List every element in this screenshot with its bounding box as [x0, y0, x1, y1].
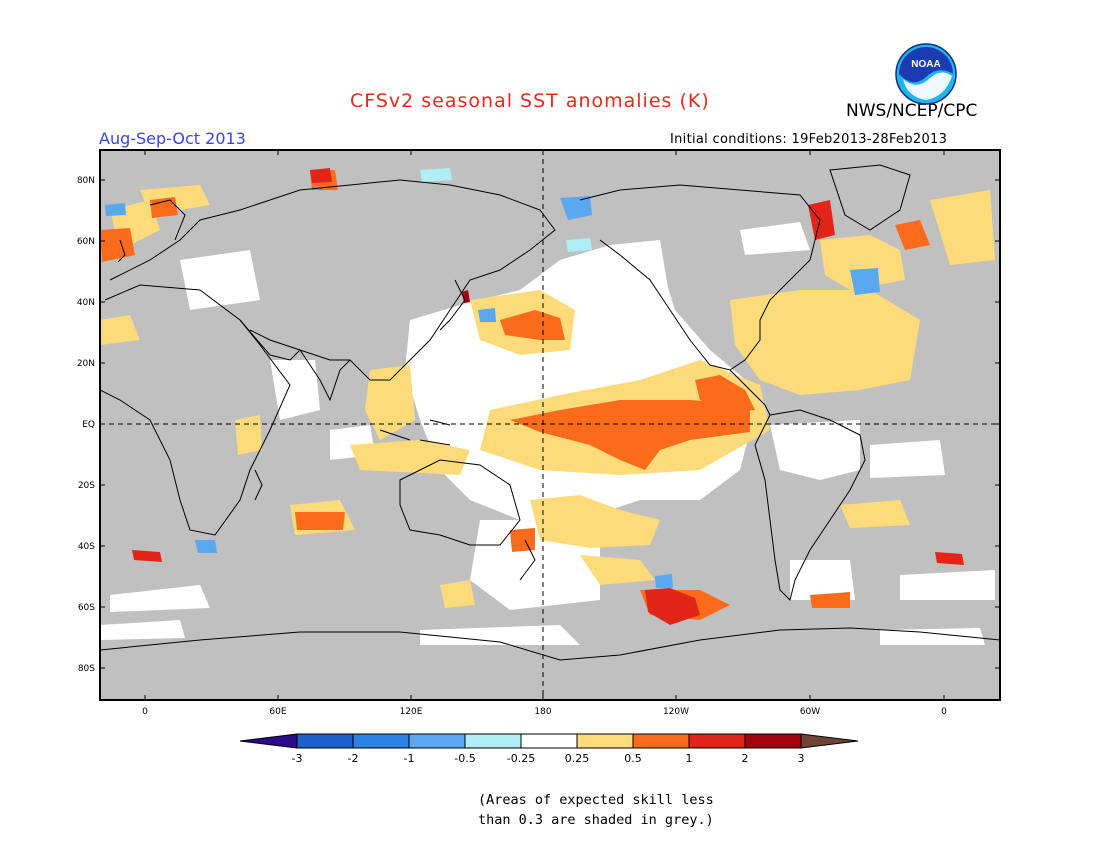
color-scale-tick-label: 3 — [798, 752, 805, 765]
season-label: Aug-Sep-Oct 2013 — [99, 129, 246, 148]
color-scale-tick-label: -3 — [292, 752, 303, 765]
lat-label: EQ — [82, 420, 95, 430]
color-scale-bin — [353, 734, 409, 748]
lat-label: 40N — [77, 298, 95, 308]
lat-label: 20N — [77, 359, 95, 369]
lon-label: 60W — [800, 707, 820, 717]
lat-ticks — [100, 179, 1000, 669]
lat-label: 80N — [77, 176, 95, 186]
map-frame — [99, 149, 1001, 701]
weak-cool-anomaly-regions — [105, 196, 880, 588]
color-scale-bin — [689, 734, 745, 748]
map-title: CFSv2 seasonal SST anomalies (K) — [350, 90, 710, 112]
color-scale-bin — [521, 734, 577, 748]
color-scale-low-arrow — [240, 734, 297, 748]
color-scale-bin — [297, 734, 353, 748]
color-scale-tick-label: -1 — [404, 752, 415, 765]
color-scale-outline — [239, 733, 859, 749]
color-scale-high-arrow — [801, 734, 858, 748]
noaa-logo-text: NOAA — [911, 59, 940, 70]
lon-labels: 0 60E 120E 180 120W 60W 0 — [142, 707, 947, 717]
color-scale-tick-label: 2 — [742, 752, 749, 765]
color-scale-labels: -3 -2 -1 -0.5 -0.25 0.25 0.5 1 2 3 — [292, 752, 805, 765]
color-scale-tick-label: 0.5 — [624, 752, 642, 765]
color-scale-tick-label: 0.25 — [565, 752, 590, 765]
color-scale-bin — [409, 734, 465, 748]
color-scale-bin — [577, 734, 633, 748]
color-scale-tick-label: -2 — [348, 752, 359, 765]
lon-label: 120E — [400, 707, 423, 717]
strong-warm-anomaly-regions — [132, 168, 964, 625]
initial-conditions-label: Initial conditions: 19Feb2013-28Feb2013 — [670, 132, 948, 147]
lon-label: 0 — [142, 707, 148, 717]
color-scale-bin — [745, 734, 801, 748]
footnote-line: (Areas of expected skill less — [478, 792, 714, 808]
lon-ticks — [144, 150, 945, 700]
skill-footnote: (Areas of expected skill less than 0.3 a… — [478, 790, 714, 830]
color-scale-tick-label: -0.25 — [507, 752, 535, 765]
lat-label: 80S — [78, 664, 95, 674]
lon-label: 0 — [941, 707, 947, 717]
very-strong-warm-anomaly-regions — [462, 290, 470, 303]
lat-labels: 80N 60N 40N 20N EQ 20S 40S 60S 80S — [77, 176, 95, 674]
lat-label: 40S — [78, 542, 95, 552]
lon-label: 60E — [269, 707, 286, 717]
color-scale-bin — [465, 734, 521, 748]
color-scale-tick-label: 1 — [686, 752, 693, 765]
footnote-line: than 0.3 are shaded in grey.) — [478, 812, 714, 828]
agency-label: NWS/NCEP/CPC — [846, 101, 978, 121]
noaa-logo: NOAA — [895, 43, 957, 105]
lat-label: 60N — [77, 237, 95, 247]
lat-label: 20S — [78, 481, 95, 491]
lon-label: 120W — [663, 707, 689, 717]
color-scale-segments — [240, 734, 858, 748]
color-scale-tick-label: -0.5 — [454, 752, 475, 765]
lat-label: 60S — [78, 603, 95, 613]
very-weak-cool-anomaly-regions — [420, 168, 592, 252]
lon-label: 180 — [534, 707, 551, 717]
color-scale-bin — [633, 734, 689, 748]
